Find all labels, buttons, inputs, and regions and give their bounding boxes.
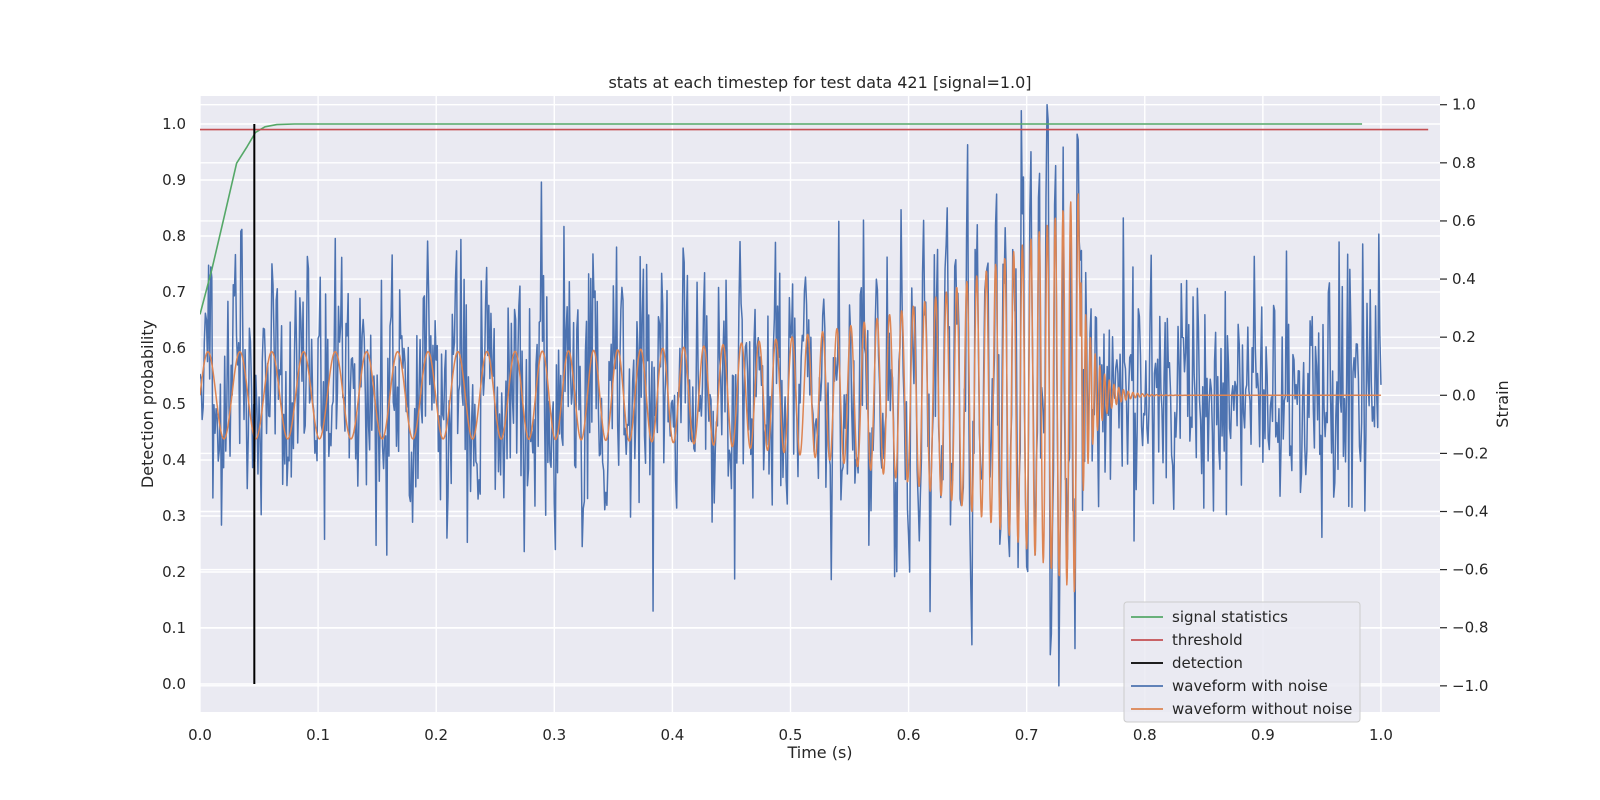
y-left-tick-label: 0.2: [162, 563, 186, 581]
y-left-tick-label: 0.6: [162, 339, 186, 357]
x-tick-label: 0.5: [779, 726, 803, 744]
waveform-with-noise-line: [200, 103, 1382, 687]
chart-title: stats at each timestep for test data 421…: [608, 73, 1031, 92]
y-right-tick-label: −0.4: [1452, 503, 1488, 521]
y-axis-right-label: Strain: [1493, 380, 1512, 427]
y-right-tick-label: 0.8: [1452, 154, 1476, 172]
y-left-tick-label: 0.0: [162, 675, 186, 693]
legend-label: signal statistics: [1172, 608, 1288, 626]
y-axis-right: −1.0 −0.8 −0.6 −0.4 −0.2 0.0 0.2 0.4 0.6 0.8 1.0: [1440, 96, 1488, 695]
x-tick-label: 0.1: [306, 726, 330, 744]
x-tick-label: 0.6: [897, 726, 921, 744]
waveform-without-noise-line: [200, 193, 1382, 593]
x-axis-label: Time (s): [786, 743, 852, 762]
y-right-tick-label: 0.2: [1452, 328, 1476, 346]
x-tick-label: 0.7: [1015, 726, 1039, 744]
signal-statistics-line: [200, 123, 1363, 315]
y-left-tick-label: 0.7: [162, 283, 186, 301]
y-right-tick-label: −1.0: [1452, 677, 1488, 695]
legend: signal statistics threshold detection wavef…: [1123, 601, 1361, 723]
x-tick-label: 0.9: [1251, 726, 1275, 744]
y-right-tick-label: −0.6: [1452, 561, 1488, 579]
series-layer: [200, 103, 1429, 687]
x-tick-label: 0.8: [1133, 726, 1157, 744]
y-left-tick-label: 0.1: [162, 619, 186, 637]
y-right-tick-label: 0.0: [1452, 386, 1476, 404]
legend-label: threshold: [1172, 631, 1243, 649]
y-right-tick-label: 0.4: [1452, 270, 1476, 288]
y-left-tick-label: 0.4: [162, 451, 186, 469]
legend-box: [1123, 601, 1361, 723]
x-tick-label: 0.4: [660, 726, 684, 744]
y-axis-left: 0.0 0.1 0.2 0.3 0.4 0.5 0.6 0.7 0.8 0.9 1.0: [162, 115, 186, 693]
y-right-tick-label: −0.2: [1452, 444, 1488, 462]
legend-label: waveform with noise: [1172, 677, 1328, 695]
legend-label: detection: [1172, 654, 1243, 672]
y-left-tick-label: 0.9: [162, 171, 186, 189]
legend-label: waveform without noise: [1172, 700, 1352, 718]
x-tick-label: 0.2: [424, 726, 448, 744]
y-right-tick-label: −0.8: [1452, 619, 1488, 637]
x-tick-label: 0.3: [542, 726, 566, 744]
x-tick-label: 1.0: [1369, 726, 1393, 744]
y-left-tick-label: 1.0: [162, 115, 186, 133]
x-tick-label: 0.0: [188, 726, 212, 744]
y-left-tick-label: 0.3: [162, 507, 186, 525]
x-axis: 0.0 0.1 0.2 0.3 0.4 0.5 0.6 0.7 0.8 0.9 1.0: [188, 726, 1393, 744]
y-right-tick-label: 1.0: [1452, 96, 1476, 114]
y-axis-left-label: Detection probability: [138, 320, 157, 488]
y-right-tick-label: 0.6: [1452, 212, 1476, 230]
y-left-tick-label: 0.5: [162, 395, 186, 413]
y-left-tick-label: 0.8: [162, 227, 186, 245]
